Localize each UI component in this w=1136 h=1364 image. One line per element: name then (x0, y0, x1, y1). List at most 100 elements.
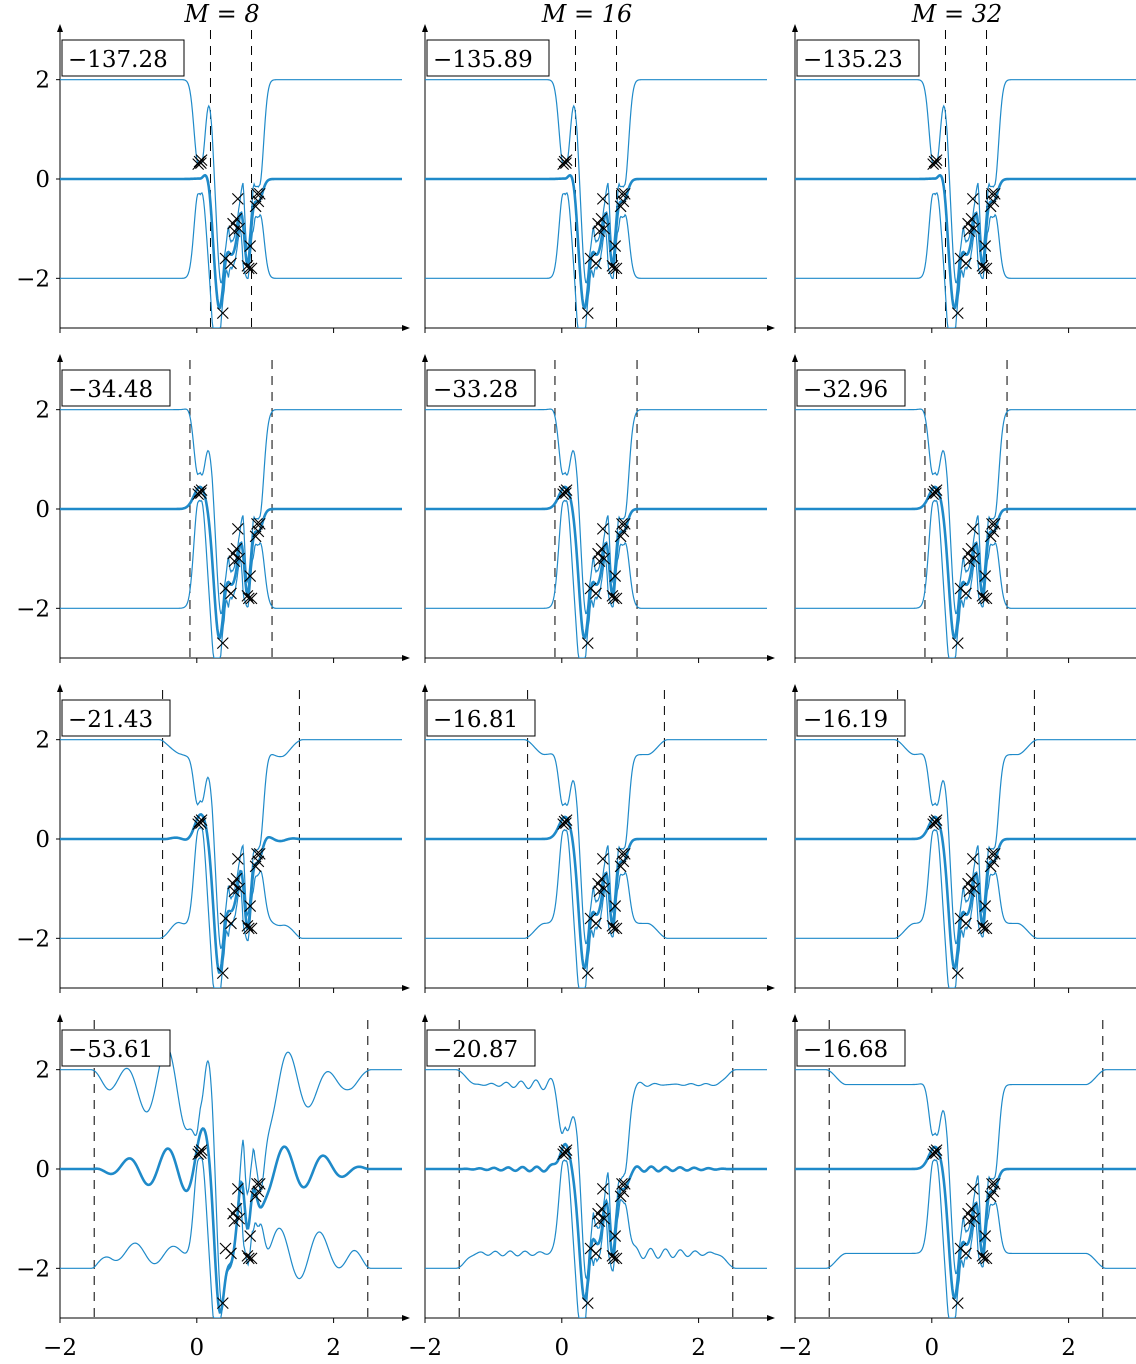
x-axis-arrow (767, 655, 775, 661)
mean-line (795, 1145, 1136, 1300)
score-label: −135.23 (803, 47, 903, 73)
data-point (977, 262, 990, 275)
data-point (231, 522, 244, 535)
data-point (988, 188, 1001, 200)
data-point (609, 240, 622, 252)
data-point (590, 1247, 602, 1260)
lower-band-line (60, 499, 402, 658)
score-box (426, 369, 536, 407)
plot-area (795, 30, 1136, 328)
data-point (244, 240, 257, 252)
y-axis-arrow (57, 24, 63, 32)
x-axis-arrow (767, 325, 775, 331)
upper-band-line (60, 408, 402, 615)
data-point (617, 1185, 630, 1198)
data-point (930, 484, 943, 497)
x-axis-arrow (402, 1315, 410, 1321)
data-point (962, 877, 974, 890)
data-point (988, 518, 1001, 530)
upper-band-line (425, 1069, 767, 1281)
data-point (253, 1178, 266, 1190)
data-point (245, 262, 258, 275)
data-point (977, 1252, 990, 1265)
data-point (980, 1252, 993, 1265)
data-point (930, 157, 942, 169)
data-point (960, 1247, 972, 1260)
data-point (618, 1178, 631, 1190)
data-point (618, 848, 631, 860)
data-point (966, 852, 979, 865)
x-axis-arrow (402, 325, 410, 331)
data-point (231, 192, 244, 205)
subplot-r2-c1: −34.48 (56, 354, 410, 663)
score-box (796, 1029, 906, 1067)
data-point (216, 1297, 229, 1309)
score-box (61, 369, 171, 407)
subplot-r1-c1: −137.28 (56, 24, 410, 333)
data-point (609, 900, 622, 912)
data-point (980, 592, 993, 605)
mean-line (60, 1127, 402, 1314)
data-point (965, 542, 978, 555)
score-box (796, 699, 906, 737)
x-tick-label: −2 (778, 1335, 812, 1361)
x-axis-arrow (767, 985, 775, 991)
data-point (231, 852, 244, 865)
data-point (987, 1185, 1000, 1198)
data-point (581, 307, 594, 319)
score-box (796, 369, 906, 407)
plot-area (60, 30, 402, 328)
y-tick-label: 2 (35, 728, 50, 754)
data-point (951, 637, 964, 649)
data-point (244, 900, 257, 912)
data-point (242, 1252, 255, 1265)
data-point (251, 1178, 263, 1190)
subplot-r4-c1: −53.61 (56, 1014, 410, 1323)
data-point (951, 1297, 964, 1309)
data-point (930, 814, 943, 827)
data-point (590, 257, 602, 270)
data-point (595, 542, 608, 555)
plot-area (795, 690, 1136, 988)
score-label: −34.48 (68, 377, 153, 403)
data-point (966, 1182, 979, 1195)
data-point (253, 518, 266, 530)
data-point (965, 1202, 978, 1215)
y-axis-arrow (792, 1014, 798, 1022)
data-point (609, 570, 622, 582)
data-point (607, 262, 620, 275)
data-point (607, 592, 620, 605)
data-point (195, 154, 208, 167)
data-point (987, 195, 1000, 208)
upper-band-line (425, 79, 767, 284)
lower-band-line (60, 826, 402, 988)
y-tick-label: −2 (16, 596, 50, 622)
data-point (968, 882, 981, 895)
data-point (227, 1207, 239, 1220)
data-point (988, 1178, 1001, 1190)
data-point (986, 188, 998, 200)
data-point (195, 1147, 207, 1159)
data-point (560, 1144, 573, 1157)
data-point (966, 192, 979, 205)
lower-band-line (425, 192, 767, 328)
data-point (227, 547, 239, 560)
data-point (560, 484, 573, 497)
data-point (930, 487, 942, 499)
data-point (980, 922, 993, 935)
data-point (216, 637, 229, 649)
mean-line (60, 813, 402, 974)
mean-line (795, 174, 1136, 310)
data-point (592, 547, 604, 560)
mean-line (60, 174, 402, 310)
data-point (581, 637, 594, 649)
data-point (242, 592, 255, 605)
data-point (195, 484, 208, 497)
subplot-r4-c3: −16.68 (792, 1014, 1136, 1323)
data-point (252, 855, 265, 868)
y-axis-arrow (792, 684, 798, 692)
upper-band-line (795, 408, 1136, 615)
data-point (930, 154, 943, 167)
score-label: −53.61 (68, 1037, 153, 1063)
data-point (607, 922, 620, 935)
